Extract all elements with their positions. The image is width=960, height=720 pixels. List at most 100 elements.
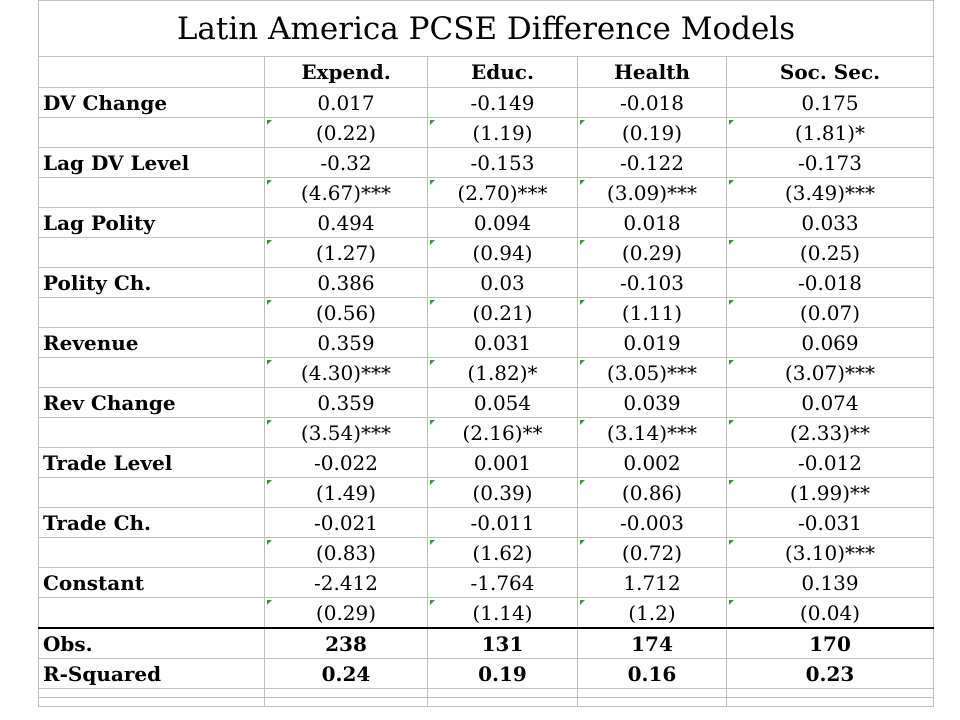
blank-label-cell[interactable] xyxy=(38,597,265,629)
blank-label-cell[interactable] xyxy=(38,237,265,268)
coef-cell-educ[interactable]: 0.031 xyxy=(427,327,578,358)
se-cell-health[interactable]: (3.05)*** xyxy=(577,357,727,388)
se-cell-educ[interactable]: (2.70)*** xyxy=(427,177,578,208)
se-cell-health[interactable]: (1.2) xyxy=(577,597,727,629)
coef-cell-health[interactable]: 1.712 xyxy=(577,567,727,598)
row-label[interactable]: Rev Change xyxy=(38,387,265,418)
coef-cell-health[interactable]: 0.018 xyxy=(577,207,727,238)
stat-label[interactable]: Obs. xyxy=(38,627,265,659)
row-label[interactable]: Trade Ch. xyxy=(38,507,265,538)
se-cell-expend[interactable]: (3.54)*** xyxy=(264,417,428,448)
stat-label[interactable]: R-Squared xyxy=(38,658,265,689)
stat-cell-expend[interactable]: 0.24 xyxy=(264,658,428,689)
col-header-expend[interactable]: Expend. xyxy=(264,56,428,88)
coef-cell-health[interactable]: 0.039 xyxy=(577,387,727,418)
empty-cell[interactable] xyxy=(427,688,578,698)
coef-cell-soc-sec[interactable]: 0.069 xyxy=(726,327,934,358)
coef-cell-educ[interactable]: 0.03 xyxy=(427,267,578,298)
blank-label-cell[interactable] xyxy=(38,297,265,328)
stat-cell-expend[interactable]: 238 xyxy=(264,627,428,659)
se-cell-soc-sec[interactable]: (1.81)* xyxy=(726,117,934,148)
coef-cell-expend[interactable]: 0.359 xyxy=(264,387,428,418)
coef-cell-expend[interactable]: -0.021 xyxy=(264,507,428,538)
stat-cell-educ[interactable]: 0.19 xyxy=(427,658,578,689)
se-cell-soc-sec[interactable]: (0.04) xyxy=(726,597,934,629)
coef-cell-educ[interactable]: 0.094 xyxy=(427,207,578,238)
se-cell-expend[interactable]: (0.56) xyxy=(264,297,428,328)
se-cell-health[interactable]: (1.11) xyxy=(577,297,727,328)
coef-cell-health[interactable]: 0.002 xyxy=(577,447,727,478)
se-cell-educ[interactable]: (2.16)** xyxy=(427,417,578,448)
se-cell-educ[interactable]: (1.14) xyxy=(427,597,578,629)
se-cell-soc-sec[interactable]: (1.99)** xyxy=(726,477,934,508)
se-cell-educ[interactable]: (0.94) xyxy=(427,237,578,268)
coef-cell-expend[interactable]: 0.386 xyxy=(264,267,428,298)
row-label[interactable]: Polity Ch. xyxy=(38,267,265,298)
se-cell-expend[interactable]: (4.67)*** xyxy=(264,177,428,208)
blank-label-cell[interactable] xyxy=(38,357,265,388)
col-header-soc-sec[interactable]: Soc. Sec. xyxy=(726,56,934,88)
coef-cell-health[interactable]: -0.122 xyxy=(577,147,727,178)
row-label[interactable]: Lag DV Level xyxy=(38,147,265,178)
se-cell-health[interactable]: (0.19) xyxy=(577,117,727,148)
se-cell-soc-sec[interactable]: (3.10)*** xyxy=(726,537,934,568)
empty-cell[interactable] xyxy=(264,697,428,707)
coef-cell-soc-sec[interactable]: 0.139 xyxy=(726,567,934,598)
se-cell-soc-sec[interactable]: (0.25) xyxy=(726,237,934,268)
row-label[interactable]: DV Change xyxy=(38,87,265,118)
coef-cell-soc-sec[interactable]: -0.018 xyxy=(726,267,934,298)
coef-cell-educ[interactable]: -1.764 xyxy=(427,567,578,598)
blank-label-cell[interactable] xyxy=(38,117,265,148)
row-label[interactable]: Lag Polity xyxy=(38,207,265,238)
se-cell-expend[interactable]: (1.27) xyxy=(264,237,428,268)
coef-cell-expend[interactable]: -0.022 xyxy=(264,447,428,478)
se-cell-educ[interactable]: (0.21) xyxy=(427,297,578,328)
coef-cell-expend[interactable]: 0.017 xyxy=(264,87,428,118)
stat-cell-educ[interactable]: 131 xyxy=(427,627,578,659)
stat-cell-health[interactable]: 174 xyxy=(577,627,727,659)
blank-label-cell[interactable] xyxy=(38,537,265,568)
coef-cell-health[interactable]: -0.103 xyxy=(577,267,727,298)
empty-cell[interactable] xyxy=(38,697,265,707)
coef-cell-soc-sec[interactable]: 0.033 xyxy=(726,207,934,238)
se-cell-soc-sec[interactable]: (0.07) xyxy=(726,297,934,328)
coef-cell-expend[interactable]: 0.494 xyxy=(264,207,428,238)
se-cell-soc-sec[interactable]: (2.33)** xyxy=(726,417,934,448)
header-corner-cell[interactable] xyxy=(38,56,265,88)
coef-cell-health[interactable]: 0.019 xyxy=(577,327,727,358)
blank-label-cell[interactable] xyxy=(38,177,265,208)
se-cell-educ[interactable]: (1.82)* xyxy=(427,357,578,388)
stat-cell-health[interactable]: 0.16 xyxy=(577,658,727,689)
se-cell-expend[interactable]: (0.22) xyxy=(264,117,428,148)
coef-cell-soc-sec[interactable]: -0.012 xyxy=(726,447,934,478)
se-cell-soc-sec[interactable]: (3.07)*** xyxy=(726,357,934,388)
stat-cell-soc-sec[interactable]: 0.23 xyxy=(726,658,934,689)
coef-cell-educ[interactable]: -0.153 xyxy=(427,147,578,178)
col-header-educ[interactable]: Educ. xyxy=(427,56,578,88)
empty-cell[interactable] xyxy=(427,697,578,707)
coef-cell-educ[interactable]: -0.149 xyxy=(427,87,578,118)
coef-cell-expend[interactable]: -0.32 xyxy=(264,147,428,178)
col-header-health[interactable]: Health xyxy=(577,56,727,88)
coef-cell-expend[interactable]: -2.412 xyxy=(264,567,428,598)
se-cell-soc-sec[interactable]: (3.49)*** xyxy=(726,177,934,208)
se-cell-health[interactable]: (0.29) xyxy=(577,237,727,268)
coef-cell-soc-sec[interactable]: 0.074 xyxy=(726,387,934,418)
se-cell-health[interactable]: (0.72) xyxy=(577,537,727,568)
coef-cell-soc-sec[interactable]: -0.031 xyxy=(726,507,934,538)
se-cell-health[interactable]: (3.14)*** xyxy=(577,417,727,448)
row-label[interactable]: Trade Level xyxy=(38,447,265,478)
empty-cell[interactable] xyxy=(264,688,428,698)
se-cell-educ[interactable]: (1.19) xyxy=(427,117,578,148)
empty-cell[interactable] xyxy=(577,688,727,698)
empty-cell[interactable] xyxy=(726,688,934,698)
coef-cell-educ[interactable]: 0.001 xyxy=(427,447,578,478)
se-cell-expend[interactable]: (4.30)*** xyxy=(264,357,428,388)
se-cell-educ[interactable]: (0.39) xyxy=(427,477,578,508)
empty-cell[interactable] xyxy=(726,697,934,707)
coef-cell-health[interactable]: -0.018 xyxy=(577,87,727,118)
empty-cell[interactable] xyxy=(577,697,727,707)
se-cell-health[interactable]: (0.86) xyxy=(577,477,727,508)
blank-label-cell[interactable] xyxy=(38,477,265,508)
coef-cell-health[interactable]: -0.003 xyxy=(577,507,727,538)
